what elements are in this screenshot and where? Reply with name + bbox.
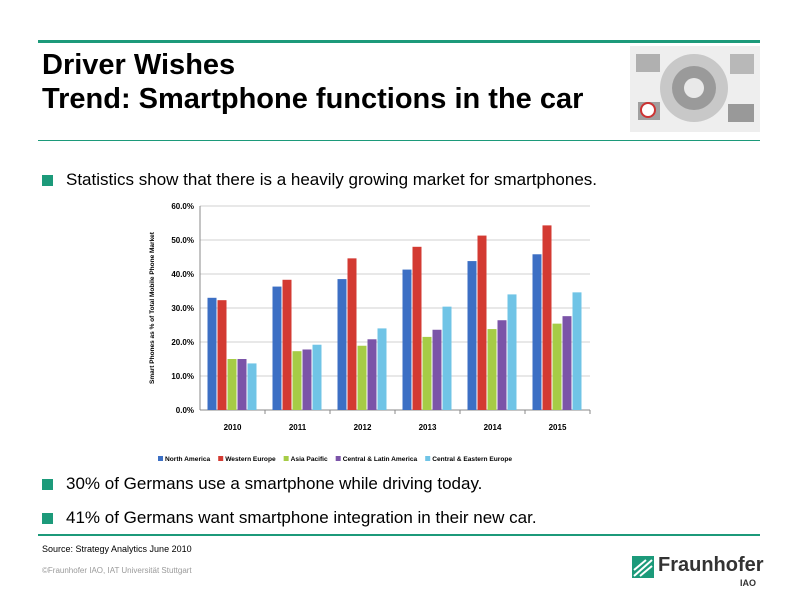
bar-asia-pacific [422,336,432,410]
bar-north-america [337,279,347,410]
legend-label: North America [165,456,211,463]
logo-name: Fraunhofer [658,554,764,576]
bullet-square-icon [42,174,53,186]
y-tick-label: 0.0% [176,406,194,415]
copyright-note: ©Fraunhofer IAO, IAT Universität Stuttga… [42,566,192,575]
source-note: Source: Strategy Analytics June 2010 [42,544,192,554]
bullet-item: 30% of Germans use a smartphone while dr… [42,474,482,494]
legend-swatch [218,456,224,461]
y-axis-label: Smart Phones as % of Total Mobile Phone … [149,231,156,384]
x-tick-label: 2012 [354,423,372,432]
bullet-item: Statistics show that there is a heavily … [42,170,597,190]
slide-title: Driver Wishes Trend: Smartphone function… [42,48,583,116]
x-tick-label: 2010 [224,423,242,432]
bullet-square-icon [42,478,53,490]
y-tick-label: 10.0% [171,372,194,381]
title-divider [38,140,760,141]
bar-central-latin-america [432,329,442,410]
bullet-text: Statistics show that there is a heavily … [66,170,598,189]
bullet-item: 41% of Germans want smartphone integrati… [42,508,537,528]
bar-north-america [532,254,542,410]
y-tick-label: 30.0% [171,304,194,313]
bar-central-eastern-europe [442,306,452,410]
bullet-text: 30% of Germans use a smartphone while dr… [66,474,483,493]
bar-central-eastern-europe [377,328,387,410]
bar-central-latin-america [302,349,312,410]
driver-model-diagram-thumbnail [630,46,760,132]
legend-label: Central & Eastern Europe [432,456,512,463]
title-line-1: Driver Wishes [42,49,236,81]
bar-central-latin-america [497,320,507,410]
bar-asia-pacific [357,345,367,410]
bar-central-eastern-europe [312,344,322,410]
bar-asia-pacific [552,323,562,410]
bullet-square-icon [42,512,53,524]
bar-western-europe [412,246,422,410]
bar-north-america [272,286,282,410]
bar-north-america [402,269,412,410]
y-tick-label: 60.0% [171,202,194,211]
x-tick-label: 2014 [484,423,502,432]
bar-western-europe [282,279,292,410]
y-tick-label: 40.0% [171,270,194,279]
x-tick-label: 2013 [419,423,437,432]
y-tick-label: 50.0% [171,236,194,245]
x-tick-label: 2011 [289,423,307,432]
bar-central-eastern-europe [507,294,517,410]
bar-central-latin-america [562,316,572,410]
bar-asia-pacific [227,359,237,410]
bar-western-europe [347,258,357,410]
legend-swatch [425,456,431,461]
legend-swatch [158,456,163,461]
bar-western-europe [477,235,487,410]
bar-asia-pacific [292,351,302,410]
x-tick-label: 2015 [549,423,567,432]
logo-sub: IAO [740,578,757,588]
title-line-2: Trend: Smartphone functions in the car [42,83,584,115]
y-tick-label: 20.0% [171,338,194,347]
top-rule [38,40,760,43]
bar-central-latin-america [237,359,247,410]
bar-asia-pacific [487,329,497,410]
smartphone-market-bar-chart: 0.0% 10.0% 20.0% 30.0% 40.0% 50.0% 60.0% Smart … [149,202,591,463]
bar-central-eastern-europe [247,363,257,410]
legend-swatch [335,456,341,461]
bar-central-latin-america [367,339,377,410]
bullet-text: 41% of Germans want smartphone integrati… [66,508,537,527]
bar-central-eastern-europe [572,292,582,410]
legend-label: Asia Pacific [291,456,328,463]
legend-label: Western Europe [225,456,276,463]
legend-swatch [283,456,289,461]
bar-western-europe [217,300,227,410]
bar-north-america [467,261,477,410]
bar-western-europe [542,225,552,410]
legend-label: Central & Latin America [343,456,418,463]
footer-rule [38,534,760,536]
fraunhofer-logo-icon [632,556,654,578]
bar-north-america [207,297,217,410]
